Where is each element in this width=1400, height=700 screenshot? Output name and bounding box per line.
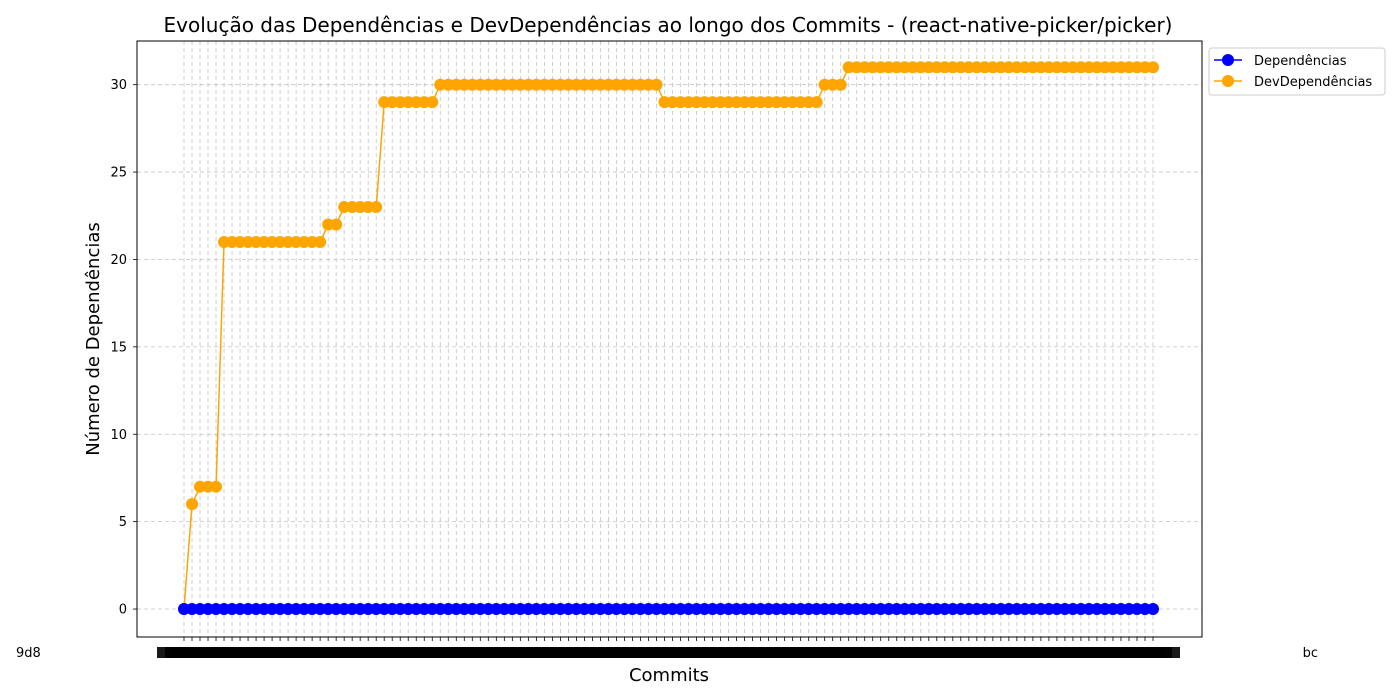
- legend: Dependências DevDependências: [1208, 47, 1386, 96]
- y-tick-label: 0: [119, 603, 127, 618]
- data-point: [1147, 603, 1159, 616]
- axes-frame: [136, 40, 1203, 638]
- y-axis-label: Número de Dependências: [83, 222, 104, 456]
- series-layer: [178, 61, 1159, 616]
- data-point: [810, 96, 823, 109]
- legend-label-dependencias: Dependências: [1254, 54, 1347, 69]
- x-tick-label-block: [1126, 647, 1180, 658]
- data-point: [834, 78, 847, 91]
- grid: [137, 41, 1202, 637]
- x-tick-label-first: 9d8: [16, 646, 41, 661]
- y-tick-label: 15: [110, 340, 127, 355]
- y-tick-label: 20: [110, 253, 127, 268]
- data-point: [330, 218, 343, 231]
- legend-marker-dependencias: [1222, 54, 1234, 66]
- data-point: [650, 78, 663, 91]
- x-tick-label-last: bc: [1303, 646, 1318, 661]
- legend-label-devdependencias: DevDependências: [1254, 75, 1372, 90]
- series-devdependencias: [178, 61, 1159, 616]
- data-point: [1147, 61, 1159, 74]
- series-dependencias: [178, 603, 1159, 616]
- y-tick-label: 30: [110, 78, 127, 93]
- data-point: [186, 498, 199, 511]
- chart-title: Evolução das Dependências e DevDependênc…: [164, 13, 1173, 37]
- x-ticks: [157, 637, 1180, 658]
- y-tick-label: 10: [110, 428, 127, 443]
- legend-box: [1208, 47, 1386, 96]
- y-tick-label: 5: [119, 515, 127, 530]
- data-point: [370, 201, 383, 214]
- legend-marker-devdependencias: [1222, 75, 1234, 87]
- data-point: [314, 235, 327, 248]
- y-tick-label: 25: [110, 166, 127, 181]
- data-point: [426, 96, 439, 109]
- data-point: [210, 480, 223, 493]
- x-axis-label: Commits: [629, 665, 709, 686]
- y-ticks: 0 5 10 15 20 25 30: [110, 78, 137, 618]
